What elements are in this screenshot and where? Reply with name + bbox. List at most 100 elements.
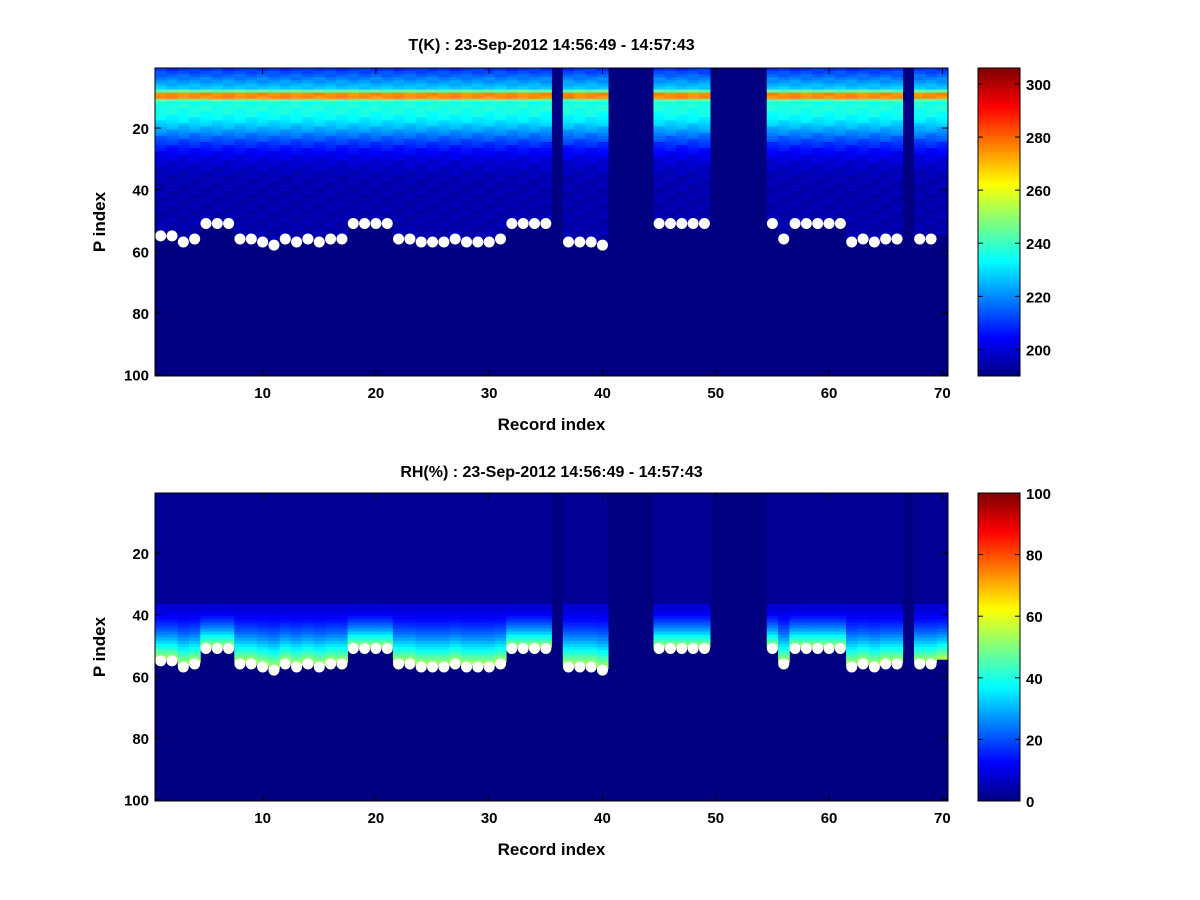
heatmap-cell: [789, 83, 802, 87]
heatmap-cell: [404, 74, 416, 78]
heatmap-cell: [234, 209, 247, 214]
heatmap-cell: [336, 533, 348, 537]
heatmap-cell: [177, 631, 190, 636]
heatmap-cell: [426, 576, 439, 580]
heatmap-cell: [256, 643, 269, 648]
heatmap-cell: [392, 505, 405, 509]
heatmap-cell: [528, 71, 541, 75]
heatmap-cell: [155, 622, 167, 626]
heatmap-cell: [256, 123, 269, 127]
heatmap-cell: [302, 656, 314, 660]
heatmap-cell: [664, 129, 677, 134]
heatmap-cell: [483, 80, 496, 84]
heatmap-cell: [290, 157, 303, 161]
heatmap-cell: [472, 560, 484, 565]
heatmap-cell: [800, 188, 813, 192]
heatmap-cell: [177, 148, 190, 152]
heatmap-cell: [222, 548, 235, 552]
heatmap-cell: [868, 101, 881, 106]
heatmap-cell: [823, 175, 836, 180]
heatmap-cell: [494, 200, 507, 204]
heatmap-cell: [676, 117, 688, 121]
heatmap-cell: [336, 77, 348, 81]
heatmap-cell: [914, 138, 926, 143]
heatmap-cell: [245, 218, 258, 223]
heatmap-cell: [880, 132, 892, 137]
heatmap-cell: [540, 215, 552, 220]
heatmap-cell: [472, 597, 484, 602]
heatmap-cell: [245, 511, 258, 515]
heatmap-cell: [290, 151, 303, 155]
heatmap-cell: [812, 175, 824, 180]
heatmap-cell: [404, 539, 416, 543]
heatmap-cell: [562, 141, 575, 146]
heatmap-cell: [517, 80, 530, 84]
heatmap-cell: [313, 175, 326, 180]
heatmap-cell: [438, 175, 450, 180]
heatmap-cell: [698, 108, 711, 112]
colorbar-segment: [978, 238, 1020, 242]
heatmap-cell: [404, 548, 416, 552]
heatmap-cell: [426, 129, 439, 134]
heatmap-cell: [415, 493, 428, 497]
heatmap-cell: [324, 533, 337, 537]
heatmap-cell: [268, 529, 281, 534]
heatmap-cell: [415, 594, 428, 599]
heatmap-cell: [358, 172, 371, 177]
heatmap-cell: [438, 228, 450, 232]
heatmap-cell: [256, 188, 269, 192]
heatmap-cell: [358, 114, 371, 118]
heatmap-cell: [347, 209, 360, 214]
heatmap-cell: [664, 215, 677, 220]
heatmap-cell: [392, 166, 405, 171]
heatmap-cell: [415, 526, 428, 531]
heatmap-cell: [562, 175, 575, 180]
heatmap-cell: [290, 178, 303, 183]
heatmap-cell: [392, 622, 405, 626]
heatmap-cell: [574, 74, 586, 78]
heatmap-cell: [585, 138, 598, 143]
heatmap-cell: [766, 209, 779, 214]
heatmap-cell: [313, 631, 326, 636]
heatmap-cell: [460, 191, 473, 195]
heatmap-cell: [211, 215, 224, 220]
heatmap-cell: [800, 138, 813, 143]
heatmap-cell: [778, 212, 790, 217]
heatmap-cell: [245, 628, 258, 632]
heatmap-cell: [358, 514, 371, 519]
heatmap-cell: [857, 218, 870, 223]
heatmap-cell: [211, 141, 224, 146]
heatmap-cell: [438, 585, 450, 589]
heatmap-cell: [914, 89, 926, 94]
heatmap-cell: [234, 108, 247, 112]
heatmap-cell: [358, 505, 371, 509]
heatmap-cell: [846, 206, 858, 211]
heatmap-cell: [766, 194, 779, 198]
colorbar-segment: [978, 318, 1020, 322]
heatmap-cell: [472, 650, 484, 654]
heatmap-cell: [313, 511, 326, 515]
heatmap-cell: [222, 108, 235, 112]
heatmap-cell: [370, 613, 382, 617]
heatmap-cell: [494, 86, 507, 90]
heatmap-cell: [279, 505, 292, 509]
heatmap-cell: [449, 560, 462, 565]
heatmap-cell: [562, 225, 575, 229]
heatmap-cell: [200, 126, 213, 130]
heatmap-cell: [449, 114, 462, 118]
heatmap-cell: [483, 77, 496, 81]
heatmap-cell: [256, 520, 269, 525]
heatmap-cell: [358, 123, 371, 127]
heatmap-cell: [155, 132, 167, 137]
heatmap-cell: [256, 111, 269, 115]
heatmap-cell: [766, 108, 779, 112]
heatmap-cell: [381, 511, 394, 515]
heatmap-cell: [155, 178, 167, 183]
heatmap-cell: [256, 175, 269, 180]
heatmap-cell: [177, 197, 190, 201]
heatmap-cell: [846, 86, 858, 90]
heatmap-cell: [483, 194, 496, 198]
x-tick-label: 10: [254, 385, 271, 402]
heatmap-cell: [426, 499, 439, 503]
heatmap-cell: [166, 570, 179, 574]
